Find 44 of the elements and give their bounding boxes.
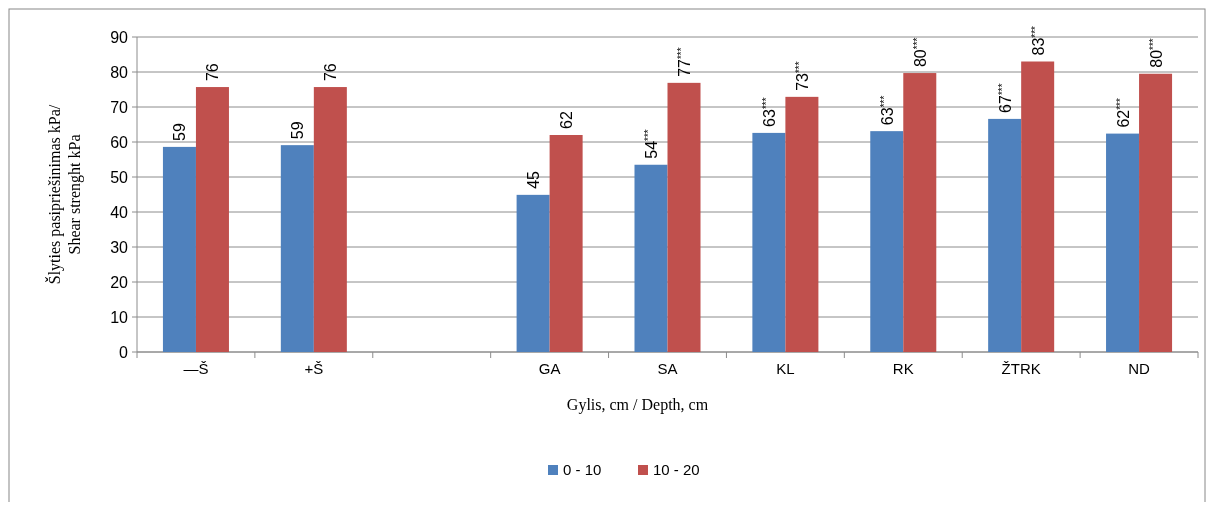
x-tick-label: GA (538, 360, 561, 377)
y-tick-label: 70 (110, 98, 129, 116)
y-tick-label: 90 (110, 28, 129, 46)
data-label: 76 (204, 63, 222, 82)
bar (785, 96, 819, 352)
bar (549, 135, 583, 352)
legend-label: 0 - 10 (563, 461, 602, 479)
x-tick-label: SA (657, 360, 678, 377)
y-tick-label: 20 (110, 273, 129, 291)
bar (313, 87, 347, 352)
y-tick-label: 50 (110, 168, 129, 186)
bar (634, 164, 668, 352)
data-label: 59 (171, 123, 189, 141)
x-axis-title: Gylis, cm / Depth, cm (566, 396, 709, 414)
y-tick-label: 10 (110, 308, 129, 326)
y-tick-label: 0 (119, 343, 129, 361)
x-tick-label: ŽTRK (1001, 360, 1041, 377)
bar (195, 87, 229, 352)
bar (162, 146, 196, 352)
x-tick-label: KL (776, 360, 795, 377)
y-axis-title: Šlyties pasipriešinimas kPa/ Shear strenght kPa (45, 104, 84, 285)
bar (667, 82, 701, 352)
legend-label: 10 - 20 (653, 461, 700, 479)
bar (1139, 73, 1173, 352)
bar (988, 118, 1022, 352)
bar (903, 73, 937, 352)
data-label: 62 (558, 111, 576, 129)
x-tick-label: RK (892, 360, 914, 377)
x-tick-label: —Š (183, 360, 209, 377)
y-tick-label: 30 (110, 238, 129, 256)
data-label: 45 (525, 170, 543, 189)
bar (516, 194, 550, 352)
x-tick-label: ND (1128, 360, 1151, 377)
bar (280, 145, 314, 352)
bar (752, 132, 786, 352)
y-tick-label: 80 (110, 63, 129, 81)
y-tick-label: 40 (110, 203, 129, 221)
y-tick-label: 60 (110, 133, 129, 151)
data-label: 59 (289, 121, 307, 140)
bar (1021, 61, 1055, 352)
bar (870, 131, 904, 352)
x-tick-label: +Š (304, 360, 324, 377)
data-label: 76 (322, 63, 340, 82)
bar (1106, 133, 1140, 352)
